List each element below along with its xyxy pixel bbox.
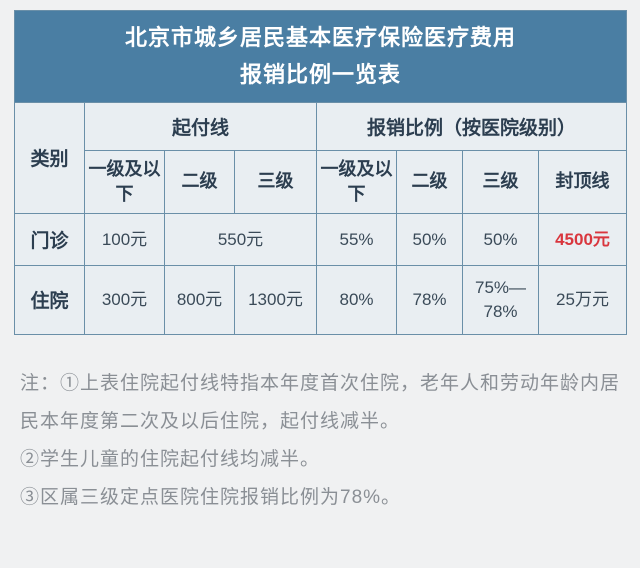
outpatient-label: 门诊 — [15, 214, 85, 266]
table-container: 北京市城乡居民基本医疗保险医疗费用 报销比例一览表 类别 起付线 报销比例（按医… — [0, 0, 640, 335]
header-threshold: 起付线 — [85, 102, 317, 150]
title-row: 北京市城乡居民基本医疗保险医疗费用 报销比例一览表 — [15, 11, 627, 103]
outpatient-t23: 550元 — [165, 214, 317, 266]
sub-reimburse-l1: 一级及以下 — [317, 150, 397, 213]
inpatient-t3: 1300元 — [235, 266, 317, 335]
row-inpatient: 住院 300元 800元 1300元 80% 78% 75%—78% 25万元 — [15, 266, 627, 335]
note-2: ②学生儿童的住院起付线均减半。 — [20, 441, 620, 479]
outpatient-p3: 50% — [463, 214, 539, 266]
inpatient-t1: 300元 — [85, 266, 165, 335]
notes-section: 注：①上表住院起付线特指本年度首次住院，老年人和劳动年龄内居民本年度第二次及以后… — [0, 335, 640, 517]
outpatient-p1: 55% — [317, 214, 397, 266]
inpatient-t2: 800元 — [165, 266, 235, 335]
row-outpatient: 门诊 100元 550元 55% 50% 50% 4500元 — [15, 214, 627, 266]
sub-reimburse-l2: 二级 — [397, 150, 463, 213]
header-row-1: 类别 起付线 报销比例（按医院级别） — [15, 102, 627, 150]
title-line-2: 报销比例一览表 — [15, 56, 626, 93]
outpatient-cap: 4500元 — [539, 214, 627, 266]
sub-threshold-l3: 三级 — [235, 150, 317, 213]
header-reimburse: 报销比例（按医院级别） — [317, 102, 627, 150]
inpatient-p3: 75%—78% — [463, 266, 539, 335]
inpatient-cap: 25万元 — [539, 266, 627, 335]
outpatient-t1: 100元 — [85, 214, 165, 266]
sub-threshold-l2: 二级 — [165, 150, 235, 213]
sub-reimburse-l3: 三级 — [463, 150, 539, 213]
table-title: 北京市城乡居民基本医疗保险医疗费用 报销比例一览表 — [15, 11, 627, 103]
outpatient-p2: 50% — [397, 214, 463, 266]
inpatient-label: 住院 — [15, 266, 85, 335]
header-category: 类别 — [15, 102, 85, 213]
sub-threshold-l1: 一级及以下 — [85, 150, 165, 213]
note-1: 注：①上表住院起付线特指本年度首次住院，老年人和劳动年龄内居民本年度第二次及以后… — [20, 365, 620, 441]
inpatient-p1: 80% — [317, 266, 397, 335]
header-row-2: 一级及以下 二级 三级 一级及以下 二级 三级 封顶线 — [15, 150, 627, 213]
sub-cap: 封顶线 — [539, 150, 627, 213]
note-3: ③区属三级定点医院住院报销比例为78%。 — [20, 479, 620, 517]
reimbursement-table: 北京市城乡居民基本医疗保险医疗费用 报销比例一览表 类别 起付线 报销比例（按医… — [14, 10, 627, 335]
inpatient-p2: 78% — [397, 266, 463, 335]
title-line-1: 北京市城乡居民基本医疗保险医疗费用 — [15, 19, 626, 56]
